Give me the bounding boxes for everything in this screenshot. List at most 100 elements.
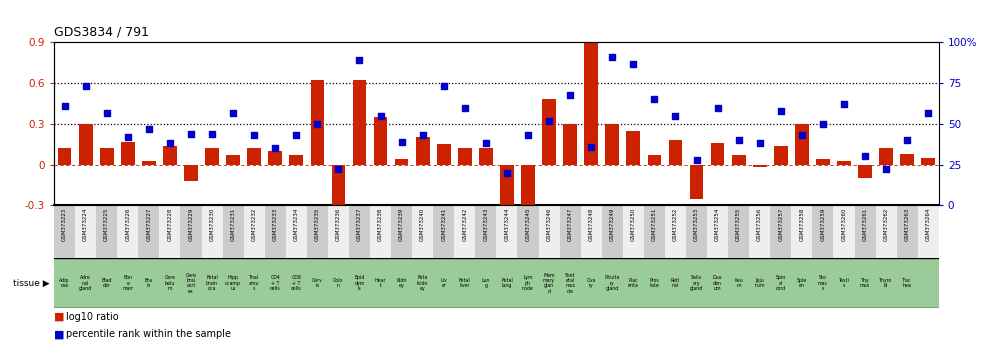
Bar — [623, 258, 644, 308]
Bar — [834, 205, 854, 258]
Text: GSM373247: GSM373247 — [567, 208, 573, 241]
Bar — [838, 161, 851, 165]
Bar — [559, 258, 581, 308]
Point — [310, 121, 325, 127]
Text: Feta
lkidn
ey: Feta lkidn ey — [417, 275, 429, 291]
Bar — [816, 159, 830, 165]
Text: GSM373254: GSM373254 — [715, 208, 721, 241]
Bar — [395, 159, 409, 165]
Bar — [707, 258, 728, 308]
Bar — [539, 258, 559, 308]
Point — [520, 132, 536, 138]
Bar — [563, 124, 577, 165]
Bar — [753, 165, 767, 167]
Text: Bra
in: Bra in — [145, 278, 152, 289]
Bar — [54, 258, 75, 308]
Point — [267, 145, 283, 151]
Bar — [244, 205, 264, 258]
Point — [435, 84, 451, 89]
Point — [857, 154, 873, 159]
Bar — [222, 258, 244, 308]
Bar — [686, 258, 707, 308]
Point — [141, 126, 156, 132]
Bar — [648, 155, 662, 165]
Text: percentile rank within the sample: percentile rank within the sample — [66, 329, 231, 339]
Bar — [226, 155, 240, 165]
Text: GSM373227: GSM373227 — [146, 208, 151, 241]
Bar — [222, 205, 244, 258]
Bar — [476, 258, 496, 308]
Text: Testi
s: Testi s — [838, 278, 849, 289]
Text: Cerv
ix: Cerv ix — [312, 278, 322, 289]
Text: Ova
ry: Ova ry — [587, 278, 596, 289]
Bar — [454, 258, 476, 308]
Bar — [96, 205, 117, 258]
Text: Mam
mary
glan
d: Mam mary glan d — [543, 273, 555, 294]
Bar — [521, 165, 535, 205]
Bar — [163, 145, 177, 165]
Text: GSM373234: GSM373234 — [294, 208, 299, 241]
Text: Liv
er: Liv er — [440, 278, 447, 289]
Text: Saliv
ary
gland: Saliv ary gland — [690, 275, 703, 291]
Text: log10 ratio: log10 ratio — [66, 312, 119, 321]
Text: GSM373260: GSM373260 — [841, 208, 846, 241]
Text: Cere
bral
cort
ex: Cere bral cort ex — [186, 273, 197, 294]
Text: GSM373257: GSM373257 — [779, 208, 783, 241]
Text: GSM373229: GSM373229 — [189, 208, 194, 241]
Bar — [139, 205, 159, 258]
Text: Thal
amu
s: Thal amu s — [249, 275, 260, 291]
Bar — [876, 258, 896, 308]
Bar — [79, 124, 92, 165]
Text: Colo
n: Colo n — [333, 278, 344, 289]
Point — [710, 105, 725, 110]
Bar — [644, 205, 665, 258]
Point — [730, 137, 746, 143]
Bar — [854, 258, 876, 308]
Text: GSM373246: GSM373246 — [547, 208, 551, 241]
Text: GSM373236: GSM373236 — [336, 208, 341, 241]
Text: GSM373249: GSM373249 — [609, 208, 614, 241]
Bar — [644, 258, 665, 308]
Text: Sto
mac
s: Sto mac s — [818, 275, 828, 291]
Point — [78, 84, 93, 89]
Text: GSM373259: GSM373259 — [821, 208, 826, 241]
Text: GSM373253: GSM373253 — [694, 208, 699, 241]
Point — [352, 58, 368, 63]
Text: tissue ▶: tissue ▶ — [13, 279, 49, 288]
Point — [605, 54, 620, 60]
Point — [667, 113, 683, 119]
Text: GSM373243: GSM373243 — [484, 208, 489, 241]
Point — [542, 118, 557, 124]
Bar — [476, 205, 496, 258]
Bar — [543, 99, 556, 165]
Bar — [96, 258, 117, 308]
Text: GSM373244: GSM373244 — [504, 208, 509, 241]
Text: GSM373241: GSM373241 — [441, 208, 446, 241]
Text: Lun
g: Lun g — [482, 278, 491, 289]
Point — [183, 131, 199, 137]
Point — [562, 92, 578, 97]
Text: Bon
e
marr: Bon e marr — [122, 275, 134, 291]
Text: GSM373258: GSM373258 — [799, 208, 804, 241]
Bar — [668, 140, 682, 165]
Text: Fetal
liver: Fetal liver — [459, 278, 471, 289]
Bar — [876, 205, 896, 258]
Bar — [921, 158, 935, 165]
Text: Hear
t: Hear t — [375, 278, 386, 289]
Bar — [202, 258, 222, 308]
Text: GSM373261: GSM373261 — [862, 208, 868, 241]
Bar — [328, 205, 349, 258]
Bar — [307, 258, 328, 308]
Point — [457, 105, 473, 110]
Bar — [286, 258, 307, 308]
Point — [415, 132, 431, 138]
Bar — [159, 258, 181, 308]
Bar — [728, 258, 749, 308]
Text: GSM373262: GSM373262 — [884, 208, 889, 241]
Text: Sple
en: Sple en — [796, 278, 807, 289]
Bar — [602, 205, 623, 258]
Bar — [606, 124, 619, 165]
Text: GSM373240: GSM373240 — [420, 208, 426, 241]
Text: GSM373264: GSM373264 — [926, 208, 931, 241]
Bar — [581, 258, 602, 308]
